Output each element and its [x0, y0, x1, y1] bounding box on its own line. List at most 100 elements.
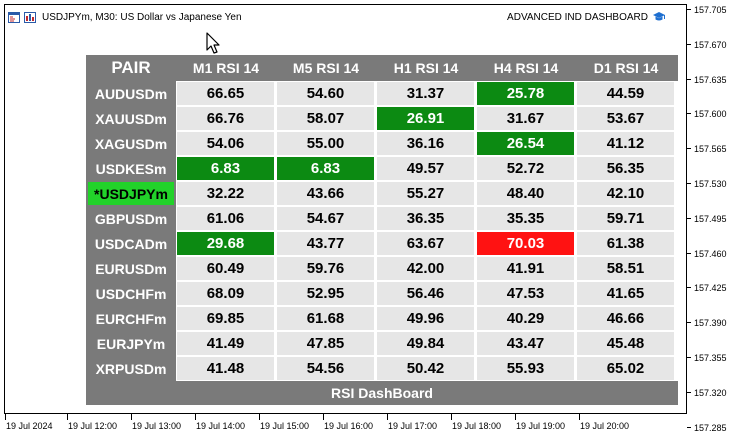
- rsi-value-cell: 36.16: [377, 132, 474, 155]
- rsi-value-cell: 41.91: [477, 257, 574, 280]
- time-scale[interactable]: 19 Jul 2024 19 Jul 12:00 19 Jul 13:00 19 Ju…: [0, 414, 687, 440]
- price-tick: [687, 392, 691, 393]
- rsi-value-cell: 54.56: [277, 357, 374, 380]
- rsi-value-cell: 6.83: [277, 157, 374, 180]
- price-tick: [687, 357, 691, 358]
- timeframe-header: M5 RSI 14: [292, 60, 360, 76]
- expert-advisor-label: ADVANCED IND DASHBOARD: [507, 9, 666, 25]
- time-tick: [515, 414, 516, 420]
- timeframe-header: M1 RSI 14: [192, 60, 260, 76]
- rsi-value-cell: 60.49: [177, 257, 274, 280]
- rsi-value-cell: 26.91: [377, 107, 474, 130]
- rsi-value-cell: 69.85: [177, 307, 274, 330]
- rsi-value-cell: 49.84: [377, 332, 474, 355]
- price-tick: [687, 218, 691, 219]
- rsi-value-cell: 66.76: [177, 107, 274, 130]
- time-tick: [451, 414, 452, 420]
- rsi-value-cell: 55.27: [377, 182, 474, 205]
- rsi-value-cell: 65.02: [577, 357, 674, 380]
- price-tick: [687, 183, 691, 184]
- rsi-value-cell: 61.38: [577, 232, 674, 255]
- pair-column: AUDUSDm XAUUSDm XAGUSDm USDKESm *USDJPYm GBPU…: [86, 81, 176, 381]
- time-label: 19 Jul 13:00: [132, 421, 182, 431]
- rsi-value-cell: 54.60: [277, 82, 374, 105]
- price-label: 157.600: [694, 109, 727, 119]
- price-label: 157.705: [694, 5, 727, 15]
- pair-label: XAUUSDm: [95, 110, 167, 127]
- rsi-value-cell: 42.00: [377, 257, 474, 280]
- graduation-cap-icon[interactable]: [652, 11, 666, 23]
- time-label: 19 Jul 2024: [6, 421, 53, 431]
- rsi-value-cell: 48.40: [477, 182, 574, 205]
- price-label: 157.495: [694, 214, 727, 224]
- time-tick: [387, 414, 388, 420]
- time-tick: [67, 414, 68, 420]
- time-label: 19 Jul 15:00: [260, 421, 310, 431]
- rsi-value-cell: 50.42: [377, 357, 474, 380]
- pair-label: EURUSDm: [95, 260, 167, 277]
- pair-label: EURCHFm: [95, 310, 167, 327]
- price-label: 157.565: [694, 144, 727, 154]
- rsi-value-cell: 66.65: [177, 82, 274, 105]
- price-tick: [687, 79, 691, 80]
- price-label: 157.530: [694, 179, 727, 189]
- rsi-value-cell: 56.46: [377, 282, 474, 305]
- rsi-value-cell: 44.59: [577, 82, 674, 105]
- rsi-value-cell: 43.47: [477, 332, 574, 355]
- rsi-value-cell: 59.71: [577, 207, 674, 230]
- chart-title: USDJPYm, M30: US Dollar vs Japanese Yen: [42, 11, 242, 23]
- time-label: 19 Jul 20:00: [580, 421, 630, 431]
- timeframe-header: D1 RSI 14: [593, 60, 659, 76]
- pair-label: USDCADm: [94, 235, 168, 252]
- time-label: 19 Jul 19:00: [516, 421, 566, 431]
- rsi-value-cell: 43.66: [277, 182, 374, 205]
- price-tick: [687, 322, 691, 323]
- price-tick: [687, 287, 691, 288]
- rsi-value-cell: 68.09: [177, 282, 274, 305]
- rsi-value-cell: 56.35: [577, 157, 674, 180]
- rsi-value-cell: 41.12: [577, 132, 674, 155]
- pair-label: USDCHFm: [95, 285, 167, 302]
- price-label: 157.390: [694, 318, 727, 328]
- rsi-value-cell: 40.29: [477, 307, 574, 330]
- dashboard-footer: RSI DashBoard: [86, 381, 678, 405]
- rsi-value-cell: 54.06: [177, 132, 274, 155]
- time-tick: [259, 414, 260, 420]
- chart-window-icon[interactable]: [8, 11, 20, 23]
- rsi-value-cell: 61.06: [177, 207, 274, 230]
- price-tick: [687, 148, 691, 149]
- price-tick: [687, 113, 691, 114]
- rsi-value-cell: 55.00: [277, 132, 374, 155]
- rsi-value-cell: 49.96: [377, 307, 474, 330]
- price-scale[interactable]: 157.705 157.670 157.635 157.600 157.565 157.5…: [687, 0, 742, 433]
- expert-name: ADVANCED IND DASHBOARD: [507, 11, 648, 23]
- rsi-value-cell: 53.67: [577, 107, 674, 130]
- time-tick: [131, 414, 132, 420]
- rsi-value-cell: 70.03: [477, 232, 574, 255]
- time-tick: [5, 414, 6, 420]
- price-label: 157.320: [694, 388, 727, 398]
- rsi-dashboard: PAIR M1 RSI 14 M5 RSI 14 H1 RSI 14 H4 RSI 1…: [86, 55, 678, 407]
- price-tick: [687, 44, 691, 45]
- rsi-value-cell: 47.85: [277, 332, 374, 355]
- rsi-value-cell: 45.48: [577, 332, 674, 355]
- rsi-value-cell: 42.10: [577, 182, 674, 205]
- price-label: 157.670: [694, 40, 727, 50]
- rsi-value-cell: 59.76: [277, 257, 374, 280]
- time-tick: [579, 414, 580, 420]
- price-label: 157.355: [694, 353, 727, 363]
- rsi-value-cell: 35.35: [477, 207, 574, 230]
- rsi-value-cell: 52.72: [477, 157, 574, 180]
- rsi-value-cell: 25.78: [477, 82, 574, 105]
- pair-label-current: *USDJPYm: [88, 182, 174, 205]
- rsi-value-cell: 6.83: [177, 157, 274, 180]
- rsi-value-cell: 49.57: [377, 157, 474, 180]
- pair-label: XAGUSDm: [94, 135, 168, 152]
- rsi-value-cell: 54.67: [277, 207, 374, 230]
- rsi-value-cell: 63.67: [377, 232, 474, 255]
- pair-column-header: PAIR: [111, 58, 151, 77]
- chart-type-icon[interactable]: [24, 11, 36, 23]
- time-label: 19 Jul 16:00: [324, 421, 374, 431]
- rsi-value-cell: 55.93: [477, 357, 574, 380]
- rsi-value-cell: 61.68: [277, 307, 374, 330]
